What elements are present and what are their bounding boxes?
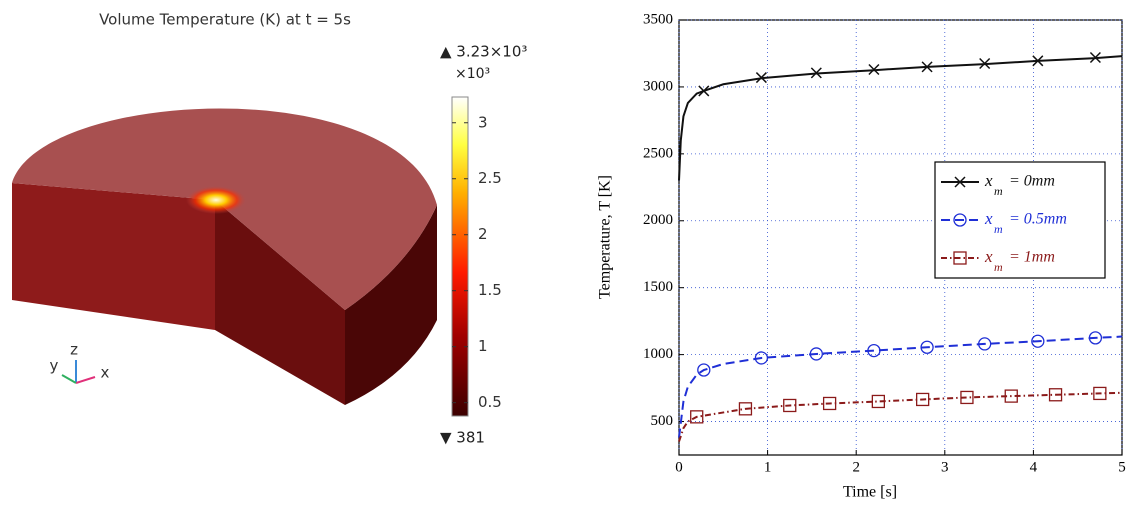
figure: Volume Temperature (K) at t = 5s z x y ▲… bbox=[0, 0, 1133, 506]
y-tick-label: 2000 bbox=[643, 212, 673, 228]
axis-label-x: x bbox=[101, 364, 110, 382]
colorbar-tick-label: 2 bbox=[478, 225, 488, 243]
marker-shape bbox=[699, 86, 709, 96]
axis-triad: z x y bbox=[50, 341, 110, 384]
colorbar-tick-label: 1 bbox=[478, 337, 488, 355]
colorbar-max: ▲ 3.23×10³ bbox=[440, 43, 527, 61]
y-axis-title: Temperature, T [K] bbox=[597, 175, 614, 299]
legend-label: x bbox=[984, 209, 993, 228]
axis-label-z: z bbox=[70, 341, 78, 359]
x-tick-label: 3 bbox=[941, 459, 949, 475]
colorbar-tick-label: 3 bbox=[478, 113, 488, 131]
y-tick-label: 1000 bbox=[643, 346, 673, 362]
marker bbox=[699, 86, 709, 96]
x-tick-label: 5 bbox=[1118, 459, 1126, 475]
series-line bbox=[679, 337, 1122, 438]
y-tick-label: 2500 bbox=[643, 145, 673, 161]
axis-label-y: y bbox=[50, 357, 59, 375]
legend-label-value: = 0mm bbox=[1009, 173, 1055, 190]
y-tick-label: 1500 bbox=[643, 279, 673, 295]
x-tick-label: 0 bbox=[675, 459, 683, 475]
colorbar-tick-label: 1.5 bbox=[478, 281, 502, 299]
render-title: Volume Temperature (K) at t = 5s bbox=[99, 11, 351, 29]
legend-label: x bbox=[984, 247, 993, 266]
legend-label-value: = 1mm bbox=[1009, 249, 1055, 266]
x-axis-title: Time [s] bbox=[843, 484, 897, 501]
y-tick-label: 500 bbox=[651, 413, 674, 429]
legend-label: x bbox=[984, 171, 993, 190]
colorbar-tick-label: 0.5 bbox=[478, 393, 502, 411]
colorbar bbox=[452, 97, 468, 416]
legend-label-subscript: m bbox=[994, 184, 1003, 198]
legend-label-subscript: m bbox=[994, 222, 1003, 236]
colorbar-tick-label: 2.5 bbox=[478, 169, 502, 187]
x-tick-label: 4 bbox=[1030, 459, 1038, 475]
colorbar-multiplier: ×10³ bbox=[455, 66, 490, 82]
colorbar-min: ▼ 381 bbox=[440, 429, 485, 447]
legend-label-subscript: m bbox=[994, 260, 1003, 274]
legend-label-value: = 0.5mm bbox=[1009, 211, 1067, 228]
series-line bbox=[679, 393, 1122, 442]
x-tick-label: 1 bbox=[764, 459, 772, 475]
y-tick-label: 3500 bbox=[643, 11, 673, 27]
x-tick-label: 2 bbox=[852, 459, 860, 475]
y-tick-label: 3000 bbox=[643, 78, 673, 94]
